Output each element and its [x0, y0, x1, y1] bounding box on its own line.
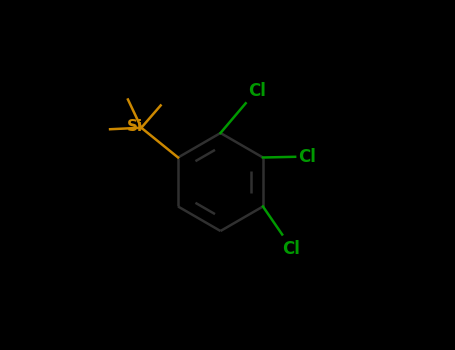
- Text: Cl: Cl: [298, 148, 316, 166]
- Text: Si: Si: [127, 119, 143, 133]
- Text: Cl: Cl: [282, 240, 300, 258]
- Text: Cl: Cl: [248, 82, 266, 100]
